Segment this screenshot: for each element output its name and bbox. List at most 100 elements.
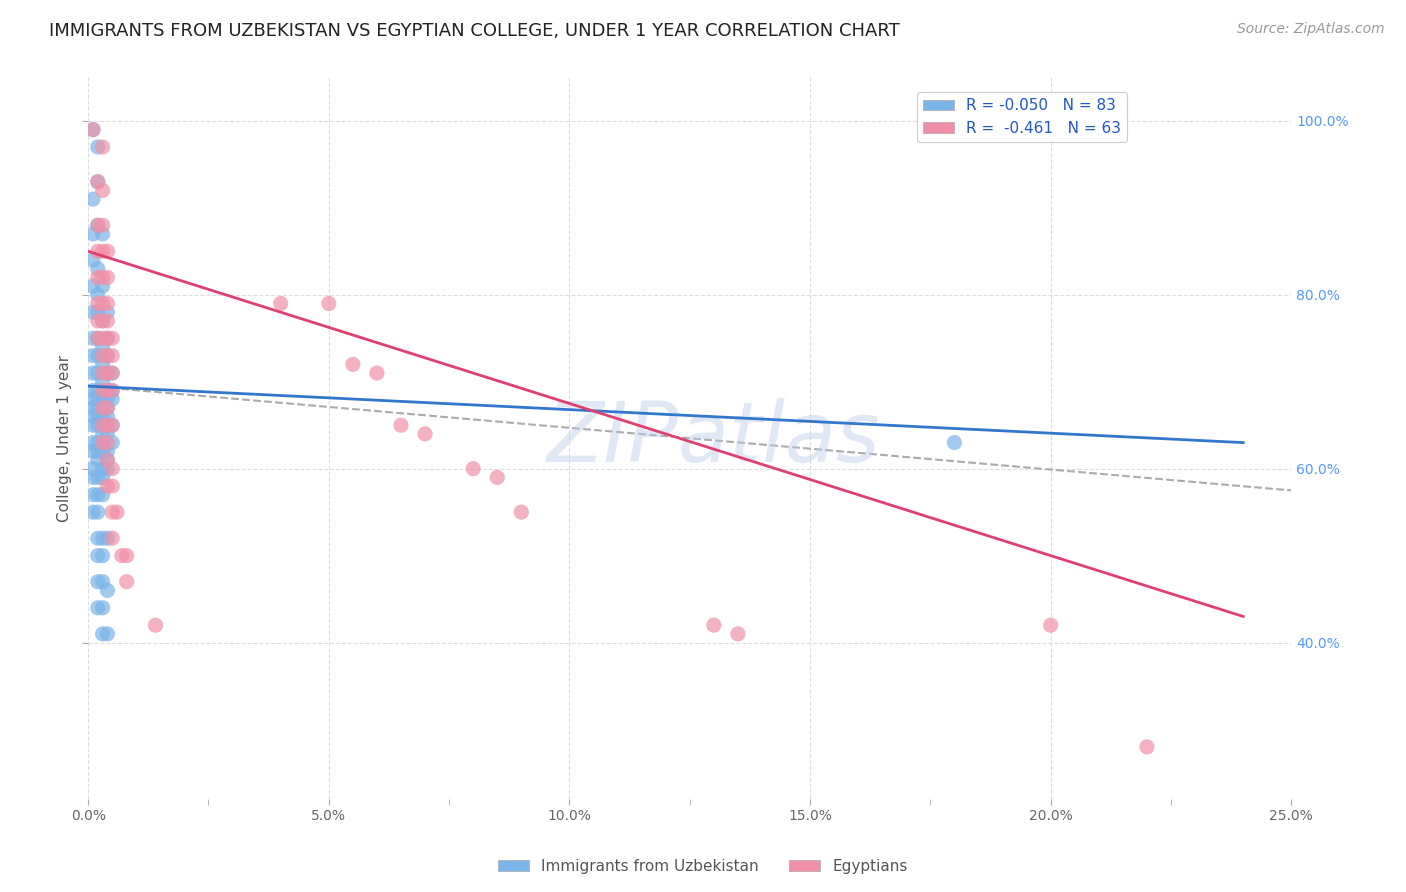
Point [87,600,110,615]
Point [413,426,436,441]
Point [82,435,104,450]
Point [342,357,364,371]
Point [101,384,124,398]
Point [101,366,124,380]
Point [96,453,118,467]
Point [101,392,124,406]
Point [82,253,104,268]
Point [96,270,118,285]
Point [87,175,110,189]
Point [101,505,124,519]
Point [91,227,114,241]
Point [87,296,110,310]
Point [91,219,114,233]
Point [82,401,104,415]
Point [270,296,292,310]
Point [91,366,114,380]
Point [101,418,124,433]
Point [463,461,485,475]
Point [91,549,114,563]
Point [91,435,114,450]
Point [82,470,104,484]
Point [82,409,104,424]
Point [82,122,104,136]
Point [101,461,124,475]
Point [87,331,110,345]
Point [91,184,114,198]
Point [96,444,118,458]
Point [96,331,118,345]
Point [82,384,104,398]
Point [96,305,118,319]
Point [96,296,118,310]
Point [96,401,118,415]
Point [96,349,118,363]
Point [91,470,114,484]
Point [91,296,114,310]
Point [96,401,118,415]
Point [91,340,114,354]
Point [91,357,114,371]
Point [82,505,104,519]
Point [91,531,114,545]
Legend: Immigrants from Uzbekistan, Egyptians: Immigrants from Uzbekistan, Egyptians [492,853,914,880]
Point [87,531,110,545]
Point [91,401,114,415]
Point [82,349,104,363]
Point [91,426,114,441]
Point [87,175,110,189]
Point [87,314,110,328]
Point [82,122,104,136]
Point [82,192,104,206]
Point [105,505,128,519]
Point [96,244,118,259]
Point [101,349,124,363]
Point [91,488,114,502]
Point [82,444,104,458]
Point [87,140,110,154]
Point [101,331,124,345]
Point [703,618,725,632]
Point [91,418,114,433]
Point [87,409,110,424]
Point [145,618,167,632]
Point [87,435,110,450]
Point [87,287,110,301]
Point [101,384,124,398]
Point [91,418,114,433]
Point [91,314,114,328]
Point [87,349,110,363]
Point [1039,618,1062,632]
Point [87,574,110,589]
Point [510,505,533,519]
Point [1136,739,1159,754]
Point [91,627,114,641]
Point [486,470,509,484]
Point [91,574,114,589]
Point [91,314,114,328]
Point [91,270,114,285]
Point [87,219,110,233]
Point [87,384,110,398]
Point [96,314,118,328]
Point [96,366,118,380]
Point [91,375,114,389]
Point [87,392,110,406]
Point [91,435,114,450]
Point [91,244,114,259]
Point [96,531,118,545]
Point [91,600,114,615]
Point [87,470,110,484]
Point [87,219,110,233]
Point [87,418,110,433]
Point [82,366,104,380]
Point [96,418,118,433]
Point [96,366,118,380]
Point [87,261,110,276]
Point [87,366,110,380]
Point [91,279,114,293]
Point [82,461,104,475]
Point [82,418,104,433]
Point [87,453,110,467]
Point [87,331,110,345]
